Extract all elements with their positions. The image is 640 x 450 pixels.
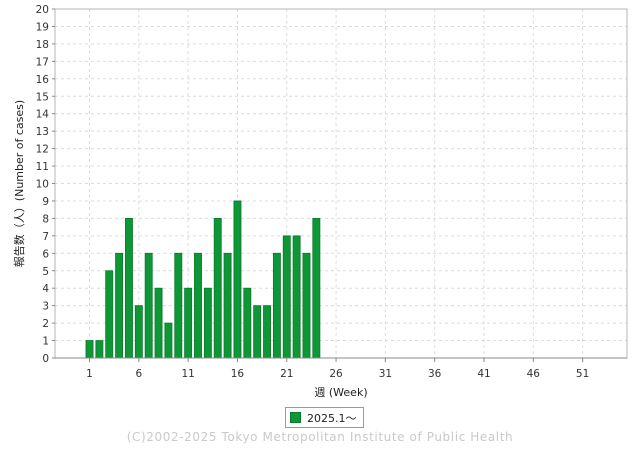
- y-tick-label: 4: [42, 283, 49, 295]
- x-tick-label: 31: [379, 368, 392, 380]
- y-tick-label: 17: [36, 56, 49, 68]
- y-tick-label: 7: [42, 231, 49, 243]
- y-tick-label: 18: [36, 39, 49, 51]
- grid: [55, 9, 627, 358]
- bar: [312, 217, 321, 359]
- bar: [115, 252, 124, 359]
- x-tick-label: 6: [135, 368, 142, 380]
- bar: [164, 322, 173, 359]
- legend-swatch: [290, 412, 301, 423]
- bar: [243, 287, 252, 359]
- bar: [105, 270, 114, 359]
- y-tick-label: 6: [42, 248, 49, 260]
- y-tick-label: 8: [42, 213, 49, 225]
- x-tick-label: 46: [527, 368, 541, 380]
- bar: [272, 252, 281, 359]
- bar: [213, 217, 222, 359]
- bar: [282, 235, 291, 359]
- y-tick-label: 19: [36, 21, 49, 33]
- y-tick-label: 1: [42, 336, 49, 348]
- y-tick-label: 3: [42, 301, 49, 313]
- legend: 2025.1～: [285, 407, 364, 428]
- bar: [223, 252, 232, 359]
- bar: [302, 252, 311, 359]
- bar: [154, 287, 163, 359]
- legend-label: 2025.1～: [307, 411, 357, 425]
- x-tick-label: 51: [576, 368, 589, 380]
- x-tick-label: 11: [181, 368, 194, 380]
- bar: [292, 235, 301, 359]
- y-tick-label: 13: [36, 126, 49, 138]
- x-axis-label: 週 (Week): [314, 386, 367, 399]
- y-tick-label: 15: [36, 91, 49, 103]
- bar: [144, 252, 153, 359]
- y-tick-label: 2: [42, 318, 49, 330]
- x-tick-label: 1: [86, 368, 93, 380]
- bar-layer: [85, 200, 321, 359]
- bar: [85, 340, 94, 359]
- x-tick-label: 41: [477, 368, 490, 380]
- bar: [233, 200, 242, 359]
- x-tick-label: 16: [231, 368, 245, 380]
- y-tick-label: 10: [36, 179, 49, 191]
- y-tick-label: 9: [42, 196, 49, 208]
- y-tick-label: 5: [42, 266, 49, 278]
- y-tick-label: 16: [36, 74, 50, 86]
- bar: [95, 340, 104, 359]
- y-axis-label: 報告数（人）(Number of cases): [13, 100, 26, 267]
- bar: [134, 305, 143, 359]
- bar: [263, 305, 271, 359]
- y-tick-label: 20: [36, 4, 49, 16]
- bar: [253, 305, 262, 359]
- x-tick-label: 36: [428, 368, 442, 380]
- y-tick-label: 11: [36, 161, 49, 173]
- y-tick-label: 0: [42, 353, 49, 365]
- bar: [194, 252, 202, 359]
- x-tick-label: 21: [280, 368, 293, 380]
- y-tick-label: 12: [36, 144, 49, 156]
- bar: [174, 252, 183, 359]
- y-tick-label: 14: [36, 109, 50, 121]
- copyright-text: (C)2002-2025 Tokyo Metropolitan Institut…: [126, 430, 514, 444]
- bar: [203, 287, 212, 359]
- x-tick-label: 26: [329, 368, 343, 380]
- bar: [125, 217, 133, 359]
- bar: [184, 287, 193, 359]
